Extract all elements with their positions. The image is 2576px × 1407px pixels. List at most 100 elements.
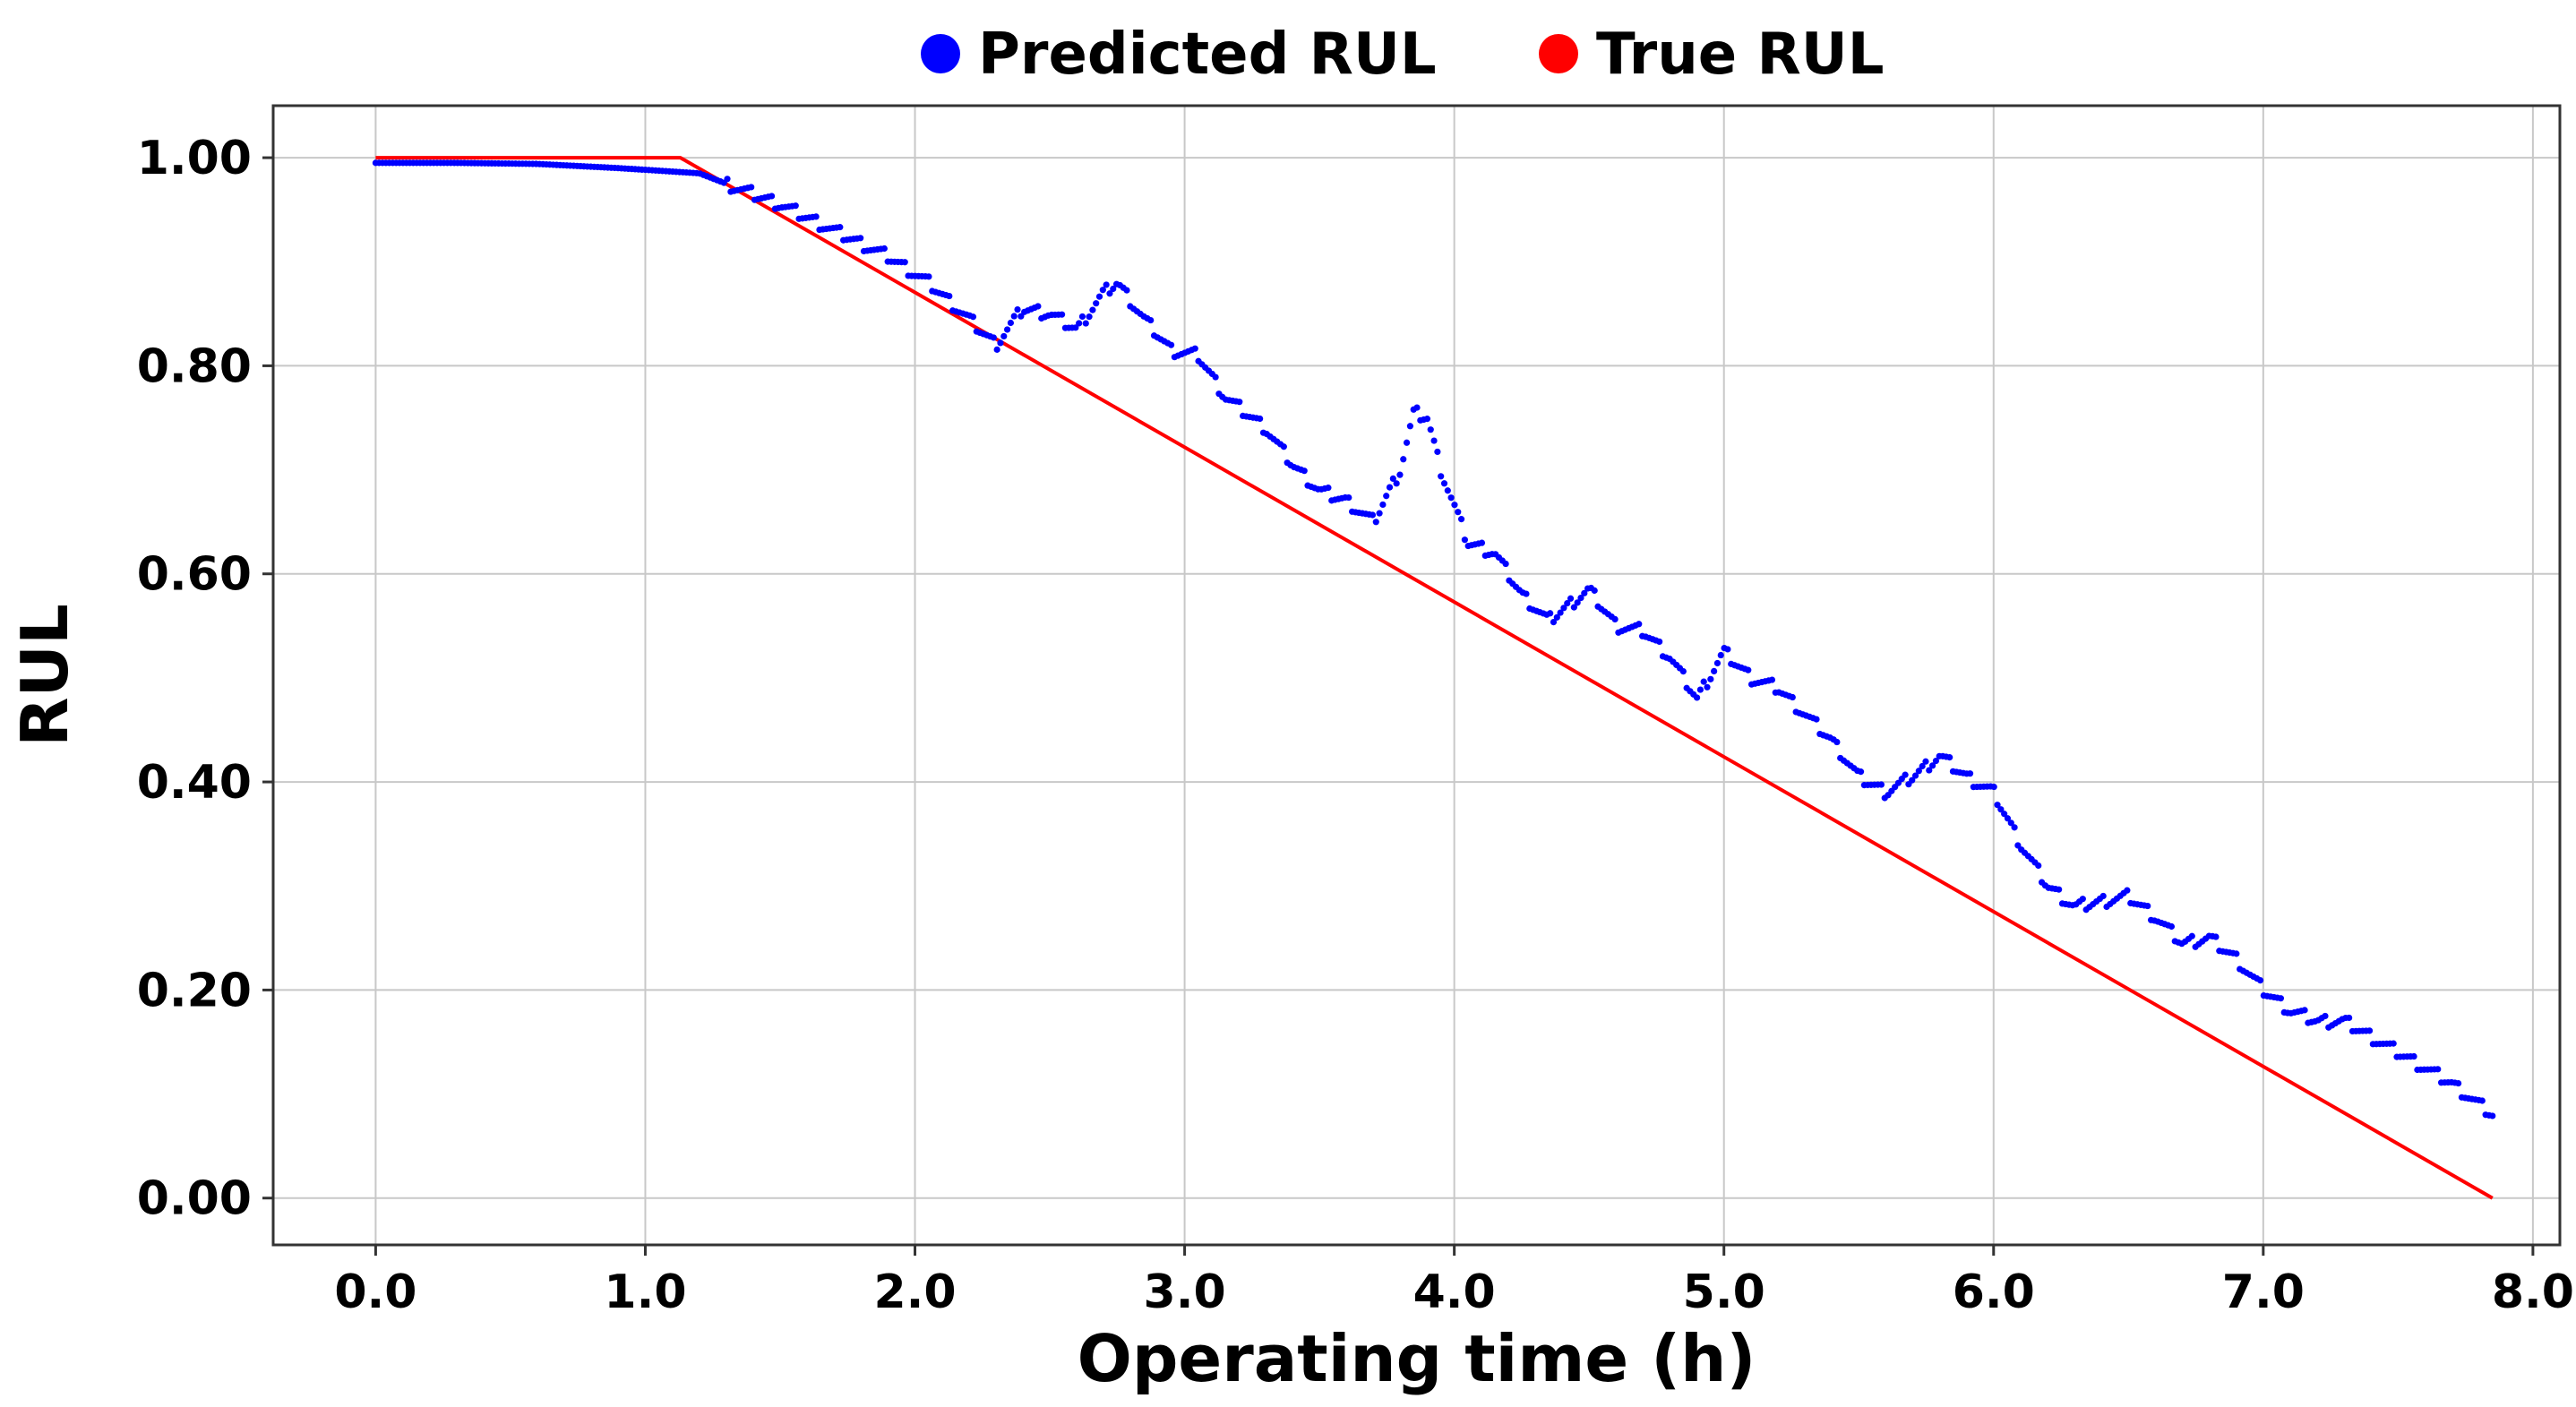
- predicted-rul-point: [1700, 678, 1707, 685]
- predicted-rul-point: [946, 292, 953, 300]
- predicted-rul-point: [1035, 303, 1042, 310]
- predicted-rul-point: [2144, 902, 2151, 910]
- predicted-rul-point: [1557, 609, 1564, 616]
- predicted-rul-series: [372, 159, 2496, 1120]
- predicted-rul-point: [1789, 693, 1796, 701]
- predicted-rul-point: [1345, 493, 1352, 502]
- predicted-rul-point: [880, 245, 888, 253]
- true-rul-line: [375, 156, 2494, 1200]
- predicted-rul-point: [1003, 326, 1011, 333]
- predicted-rul-point: [2390, 1040, 2397, 1047]
- predicted-rul-point: [792, 202, 799, 210]
- predicted-rul-point: [1372, 519, 1379, 526]
- predicted-rul-point: [1093, 300, 1100, 307]
- predicted-rul-point: [1581, 589, 1588, 596]
- predicted-rul-point: [1010, 313, 1018, 320]
- predicted-rul-point: [1396, 471, 1404, 478]
- predicted-rul-point: [1427, 426, 1434, 433]
- predicted-rul-point: [901, 259, 908, 266]
- predicted-rul-point: [1376, 510, 1383, 517]
- predicted-rul-point: [2346, 1014, 2353, 1022]
- predicted-rul-point: [1724, 646, 1731, 653]
- predicted-rul-point: [1123, 287, 1130, 294]
- predicted-rul-point: [1280, 443, 1287, 450]
- predicted-rul-point: [925, 273, 932, 280]
- legend: Predicted RUL True RUL: [921, 21, 1884, 88]
- predicted-rul-point: [1089, 306, 1096, 313]
- predicted-rul-point: [1693, 694, 1701, 701]
- legend-label-true-rul: True RUL: [1596, 21, 1884, 88]
- predicted-rul-point: [1325, 485, 1332, 492]
- predicted-rul-point: [2099, 892, 2107, 900]
- predicted-rul-point: [1301, 468, 1308, 475]
- predicted-rul-point: [2489, 1112, 2496, 1120]
- predicted-rul-point: [1553, 613, 1560, 621]
- predicted-rul-point: [1502, 560, 1509, 568]
- predicted-rul-point: [1577, 594, 1584, 602]
- predicted-rul-point: [1877, 781, 1885, 788]
- predicted-rul-point: [1078, 313, 1086, 321]
- predicted-rul-point: [748, 184, 755, 191]
- predicted-rul-point: [1717, 651, 1724, 659]
- predicted-rul-point: [1076, 320, 1083, 327]
- y-tick-label: 0.00: [137, 1172, 252, 1226]
- predicted-rul-point: [1393, 480, 1400, 487]
- predicted-rul-point: [1423, 416, 1431, 423]
- predicted-rul-point: [2478, 1097, 2486, 1104]
- predicted-rul-point: [1911, 772, 1919, 779]
- predicted-rul-point: [1444, 487, 1451, 494]
- predicted-rul-point: [2056, 886, 2063, 893]
- x-axis-title: Operating time (h): [1078, 1321, 1756, 1396]
- predicted-rul-point: [1704, 683, 1711, 691]
- predicted-rul-point: [1567, 595, 1575, 602]
- predicted-rul-point: [1447, 494, 1455, 502]
- predicted-rul-point: [1106, 290, 1113, 297]
- predicted-rul-point: [2256, 977, 2264, 984]
- x-tick-label: 1.0: [604, 1265, 686, 1319]
- predicted-rul-point: [1191, 345, 1198, 352]
- y-axis-ticks: 0.00 0.20 0.40 0.60 0.80 1.00: [137, 132, 273, 1226]
- predicted-rul-point: [2366, 1027, 2374, 1034]
- true-rul-series: [375, 156, 2494, 1200]
- predicted-rul-point: [2410, 1052, 2417, 1060]
- predicted-rul-point: [1413, 404, 1421, 411]
- predicted-rul-point: [1656, 638, 1663, 646]
- predicted-rul-point: [1990, 783, 1997, 791]
- predicted-rul-point: [1922, 758, 1929, 765]
- predicted-rul-point: [2455, 1079, 2462, 1087]
- y-tick-label: 0.20: [137, 964, 252, 1017]
- predicted-rul-point: [1550, 619, 1558, 626]
- predicted-rul-point: [1946, 754, 1953, 761]
- predicted-rul-point: [2001, 811, 2008, 818]
- predicted-rul-point: [2322, 1012, 2329, 1020]
- predicted-rul-point: [1095, 293, 1103, 300]
- predicted-rul-point: [1547, 610, 1554, 617]
- predicted-rul-point: [1457, 516, 1465, 523]
- predicted-rul-point: [2124, 887, 2131, 894]
- predicted-rul-point: [837, 224, 844, 231]
- y-tick-label: 0.80: [137, 339, 252, 393]
- predicted-rul-point: [2079, 896, 2086, 903]
- predicted-rul-point: [969, 313, 977, 321]
- predicted-rul-point: [857, 235, 864, 242]
- predicted-rul-point: [1110, 285, 1117, 293]
- predicted-rul-point: [1086, 313, 1093, 321]
- predicted-rul-point: [1574, 599, 1581, 606]
- predicted-rul-point: [1257, 415, 1264, 423]
- predicted-rul-point: [1018, 313, 1025, 320]
- predicted-rul-point: [1430, 437, 1438, 444]
- predicted-rul-point: [1379, 501, 1387, 509]
- predicted-rul-point: [1099, 287, 1106, 294]
- grid-lines: [273, 106, 2560, 1245]
- x-tick-label: 7.0: [2222, 1265, 2305, 1319]
- predicted-rul-point: [1082, 320, 1089, 327]
- plot-frame: [271, 104, 2562, 1247]
- predicted-rul-point: [1713, 659, 1722, 667]
- predicted-rul-point: [1997, 806, 2005, 813]
- predicted-rul-point: [1696, 686, 1704, 693]
- predicted-rul-point: [997, 339, 1004, 347]
- predicted-rul-point: [1745, 666, 1752, 673]
- x-tick-label: 5.0: [1683, 1265, 1765, 1319]
- predicted-rul-point: [2168, 922, 2176, 931]
- predicted-rul-point: [1406, 423, 1413, 430]
